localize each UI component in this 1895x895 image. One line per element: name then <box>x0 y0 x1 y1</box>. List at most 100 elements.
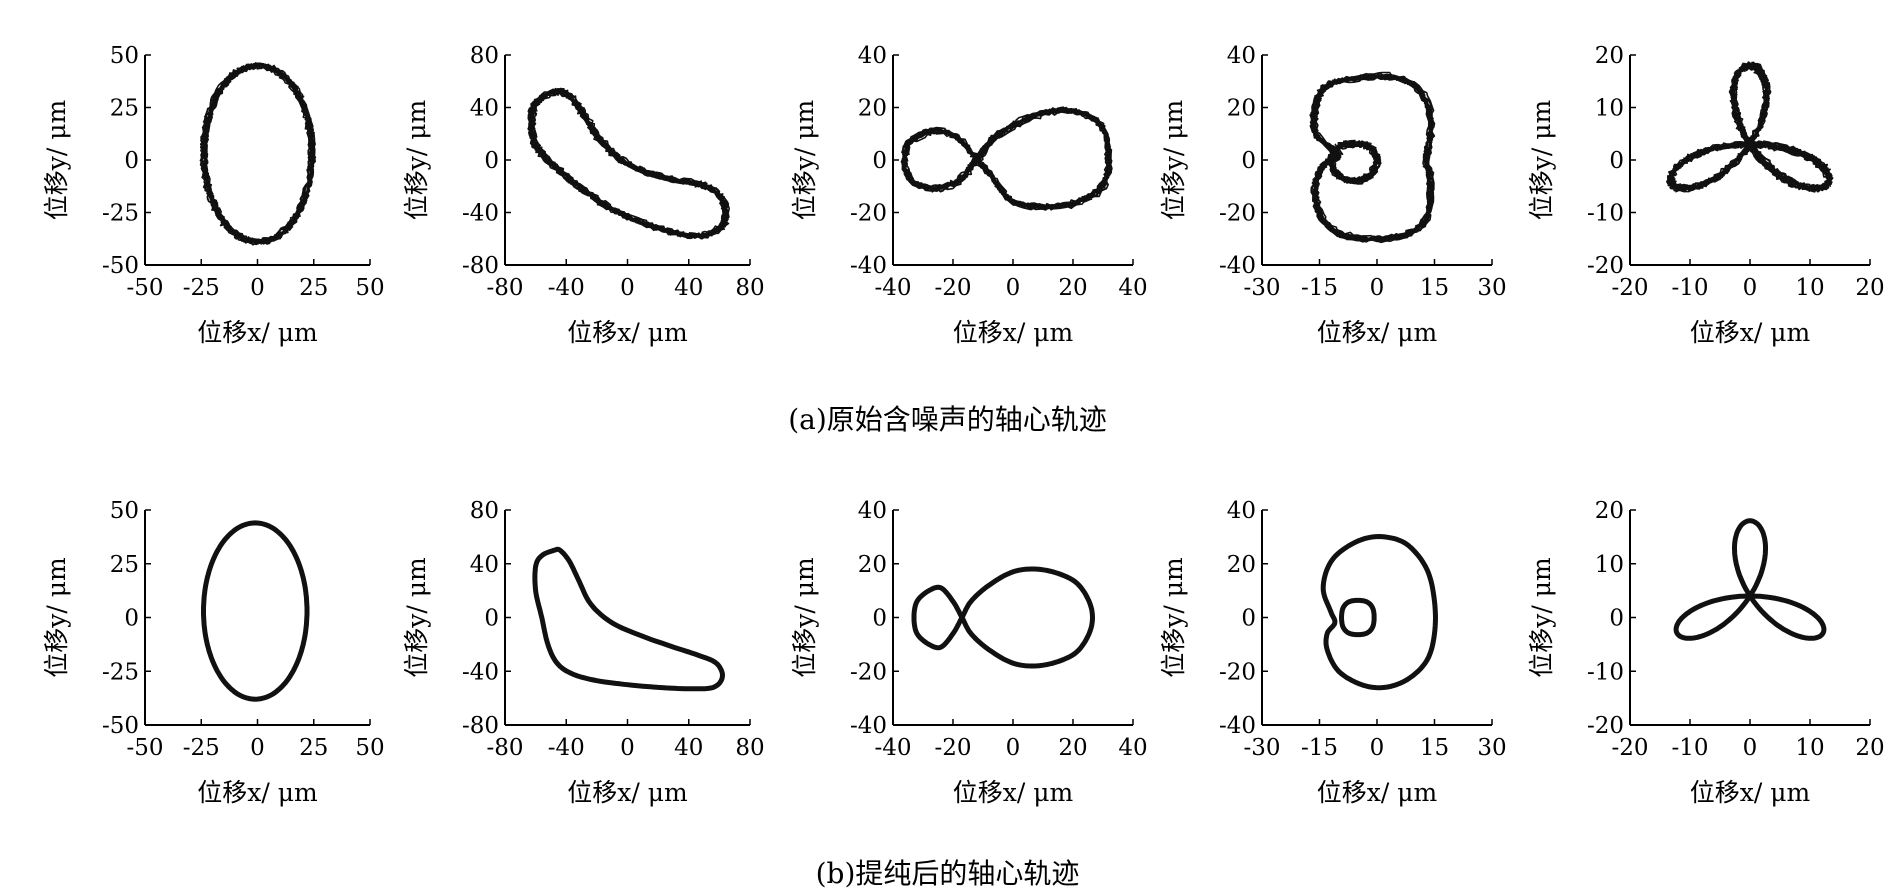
x-tick-label: 0 <box>620 275 635 301</box>
x-tick-label: 20 <box>1855 275 1884 301</box>
x-axis-label: 位移x/ μm <box>197 778 318 807</box>
x-tick-label: 25 <box>299 275 328 301</box>
x-axis-label: 位移x/ μm <box>1690 778 1811 807</box>
orbit-trace <box>1666 61 1831 189</box>
y-tick-label: 20 <box>1227 552 1256 578</box>
y-tick-label: -20 <box>1587 253 1624 279</box>
x-tick-label: 0 <box>1006 735 1021 761</box>
x-tick-label: 40 <box>674 275 703 301</box>
orbit-trace <box>904 108 1113 208</box>
y-tick-label: 40 <box>470 552 499 578</box>
x-tick-label: 30 <box>1477 735 1506 761</box>
orbit-trace <box>1669 61 1834 190</box>
y-tick-label: 0 <box>872 148 887 174</box>
orbit-trace <box>1330 142 1381 183</box>
orbit-trace <box>1670 62 1834 189</box>
orbit-trace <box>1667 65 1831 193</box>
x-axis-label: 位移x/ μm <box>197 318 318 347</box>
x-tick-label: 20 <box>1058 275 1087 301</box>
y-tick-label: 0 <box>1609 148 1624 174</box>
x-tick-label: -80 <box>486 735 523 761</box>
orbit-trace <box>1666 63 1831 192</box>
orbit-trace <box>528 90 728 240</box>
x-axis-label: 位移x/ μm <box>567 778 688 807</box>
y-tick-label: -80 <box>462 713 499 739</box>
x-tick-label: 40 <box>674 735 703 761</box>
x-tick-label: 0 <box>1006 275 1021 301</box>
orbit-trace <box>1313 75 1435 243</box>
orbit-trace <box>203 63 315 244</box>
orbit-trace <box>901 108 1110 209</box>
orbit-trace <box>1673 518 1827 641</box>
y-tick-label: -40 <box>1219 713 1256 739</box>
y-axis-label: 位移y/ μm <box>790 99 819 220</box>
x-tick-label: -25 <box>183 275 220 301</box>
y-tick-label: 40 <box>858 43 887 69</box>
y-tick-label: -25 <box>102 201 139 227</box>
orbit-trace <box>1668 64 1831 192</box>
orbit-trace <box>199 62 313 243</box>
y-tick-label: -40 <box>1219 253 1256 279</box>
y-axis-label: 位移y/ μm <box>402 557 431 678</box>
x-tick-label: 0 <box>1743 275 1758 301</box>
y-axis-label: 位移y/ μm <box>42 99 71 220</box>
y-axis-label: 位移y/ μm <box>42 557 71 678</box>
x-tick-label: -50 <box>126 275 163 301</box>
x-tick-label: -25 <box>183 735 220 761</box>
x-tick-label: -10 <box>1671 275 1708 301</box>
y-axis-label: 位移y/ μm <box>790 557 819 678</box>
x-tick-label: 15 <box>1420 275 1449 301</box>
orbit-trace <box>911 566 1095 669</box>
orbit-trace <box>1668 63 1832 192</box>
x-tick-label: -30 <box>1243 275 1280 301</box>
x-axis-label: 位移x/ μm <box>1690 318 1811 347</box>
orbit-trace <box>1669 61 1834 189</box>
y-tick-label: 10 <box>1595 552 1624 578</box>
orbit-trace <box>1667 64 1832 192</box>
orbit-panel-b1: -50 -25 0 25 50 -50 -25 0 25 50 位移x/ μm 位移y/ μm <box>42 498 385 807</box>
y-axis-label: 位移y/ μm <box>1159 99 1188 220</box>
orbit-panel-a1: -50 -25 0 25 50 -50 -25 0 25 50 位移x/ μm 位移y/ μm <box>42 43 385 347</box>
x-tick-label: -15 <box>1301 275 1338 301</box>
y-tick-label: 20 <box>1227 96 1256 122</box>
orbit-trace <box>904 108 1113 208</box>
x-tick-label: -40 <box>874 735 911 761</box>
orbit-panel-a5: -20 -10 0 10 20 -20 -10 0 10 20 位移x/ μm 位移y/ μm <box>1527 43 1885 347</box>
x-tick-label: 0 <box>250 735 265 761</box>
x-tick-label: 80 <box>735 275 764 301</box>
y-tick-label: 25 <box>110 96 139 122</box>
orbit-trace <box>1328 143 1379 183</box>
x-axis-label: 位移x/ μm <box>1317 318 1438 347</box>
x-tick-label: -20 <box>934 735 971 761</box>
x-tick-label: 10 <box>1795 735 1824 761</box>
x-tick-label: 10 <box>1795 275 1824 301</box>
y-tick-label: 50 <box>110 43 139 69</box>
x-tick-label: 50 <box>355 275 384 301</box>
y-tick-label: -40 <box>850 713 887 739</box>
orbit-panel-b2: -80 -40 0 40 80 -80 -40 0 40 80 位移x/ μm 位移y/ μm <box>402 498 765 807</box>
y-tick-label: -20 <box>850 659 887 685</box>
x-tick-label: 30 <box>1477 275 1506 301</box>
x-tick-label: -15 <box>1301 735 1338 761</box>
y-axis-label: 位移y/ μm <box>402 99 431 220</box>
x-tick-label: -20 <box>934 275 971 301</box>
y-tick-label: 40 <box>470 96 499 122</box>
y-tick-label: 40 <box>858 498 887 524</box>
x-tick-label: -40 <box>548 275 585 301</box>
y-axis-label: 位移y/ μm <box>1527 557 1556 678</box>
orbit-trace <box>528 89 726 238</box>
x-tick-label: -20 <box>1611 275 1648 301</box>
y-tick-label: -20 <box>1219 659 1256 685</box>
orbit-trace <box>1669 62 1832 190</box>
y-tick-label: 80 <box>470 43 499 69</box>
orbit-trace <box>1670 63 1833 192</box>
orbit-trace <box>903 108 1113 210</box>
x-tick-label: 40 <box>1118 275 1147 301</box>
orbit-panel-b4: -30 -15 0 15 30 -40 -20 0 20 40 位移x/ μm 位移y/ μm <box>1159 498 1507 807</box>
y-tick-label: -10 <box>1587 201 1624 227</box>
y-tick-label: 80 <box>470 498 499 524</box>
x-tick-label: 50 <box>355 735 384 761</box>
x-axis-label: 位移x/ μm <box>953 318 1074 347</box>
y-tick-label: 10 <box>1595 96 1624 122</box>
